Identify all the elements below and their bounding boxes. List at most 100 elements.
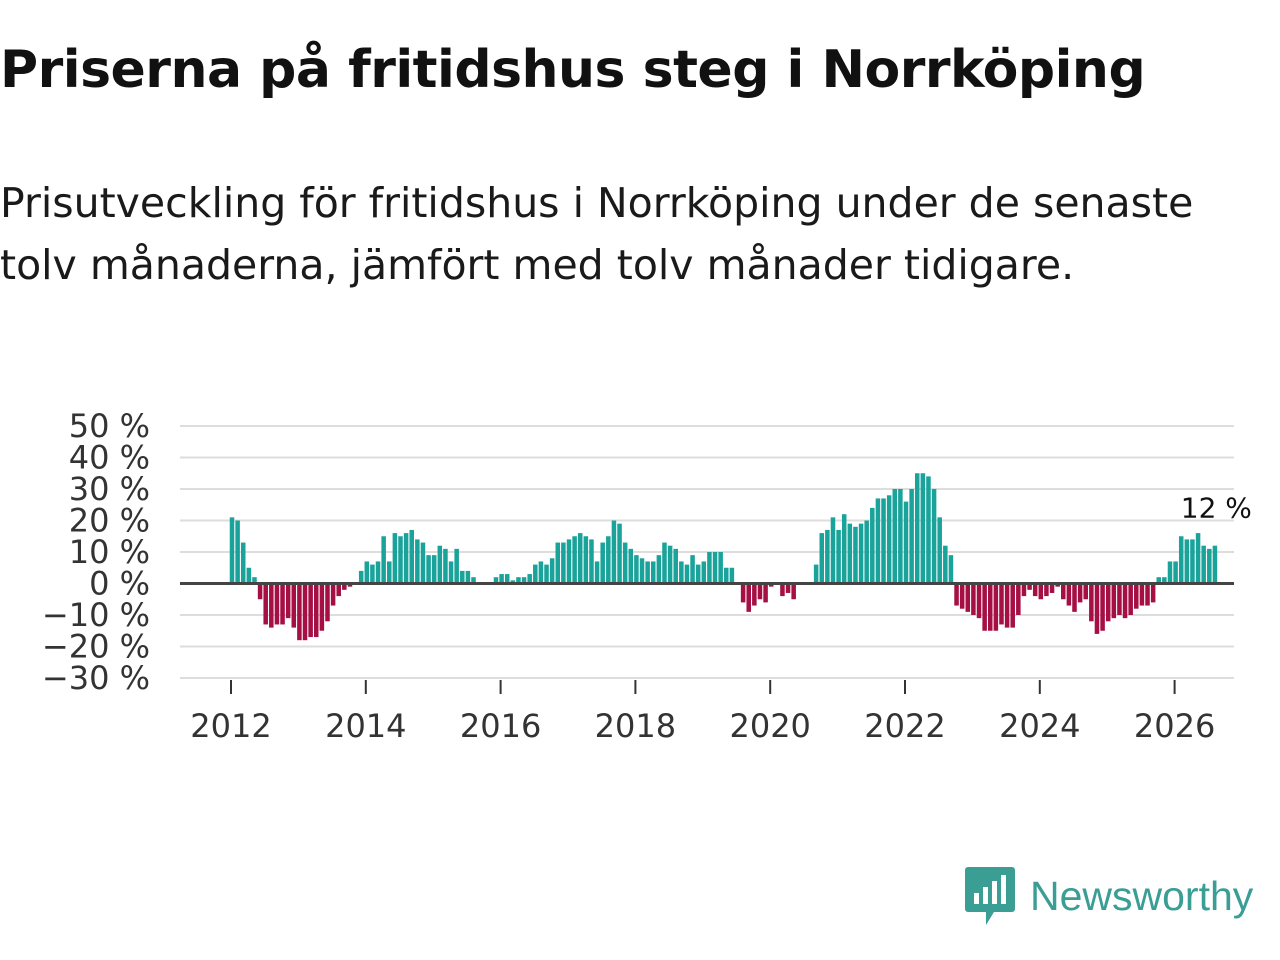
brand-logo[interactable]: Newsworthy	[964, 864, 1253, 928]
bar	[1010, 583, 1015, 628]
bar	[1016, 583, 1021, 615]
bar	[1167, 561, 1173, 584]
bar	[1190, 539, 1195, 584]
bar	[813, 564, 819, 584]
bar	[791, 583, 796, 600]
bar	[342, 583, 347, 590]
bar	[667, 545, 673, 584]
bar	[313, 583, 319, 638]
bar	[302, 583, 308, 641]
bar	[673, 548, 678, 584]
y-tick-label: 0 %	[89, 565, 150, 603]
bar	[1105, 583, 1111, 622]
bar	[291, 583, 297, 628]
bar	[639, 558, 645, 584]
bar	[358, 570, 364, 584]
bar	[252, 577, 257, 584]
bar	[836, 529, 841, 584]
bar	[740, 583, 746, 603]
bar	[493, 577, 499, 584]
bar	[993, 583, 999, 631]
bar	[954, 583, 959, 606]
x-tick-label: 2014	[325, 707, 406, 745]
gridlines	[180, 425, 1234, 679]
bar	[319, 583, 325, 631]
bar	[729, 567, 735, 584]
bar	[370, 564, 375, 584]
bar	[533, 564, 538, 584]
bar	[426, 555, 431, 584]
bar	[780, 583, 785, 597]
bar	[892, 489, 898, 584]
bar	[606, 536, 611, 584]
y-axis-labels: 50 %40 %30 %20 %10 %0 %−10 %−20 %−30 %	[42, 407, 150, 697]
bar	[701, 561, 707, 584]
x-axis-labels: 2012 2014 2016 2018 2020 2022 2024 2026	[190, 707, 1215, 745]
bar	[235, 520, 240, 584]
newsworthy-logo-icon	[965, 867, 1015, 925]
bar	[420, 542, 426, 584]
y-tick-label: −20 %	[42, 628, 150, 666]
bar	[577, 533, 583, 584]
bar	[409, 529, 414, 584]
bar	[1044, 583, 1049, 597]
bar	[718, 552, 723, 584]
bar	[504, 574, 510, 584]
y-tick-label: 40 %	[69, 439, 150, 477]
bar	[746, 583, 751, 612]
bar	[274, 583, 280, 625]
bar	[763, 583, 768, 603]
bar	[594, 561, 600, 584]
bar	[1038, 583, 1044, 600]
bar	[460, 570, 465, 584]
bar	[752, 583, 757, 606]
bar	[1083, 583, 1088, 600]
y-tick-label: −10 %	[42, 596, 150, 634]
bar	[976, 583, 982, 619]
bar	[926, 476, 931, 584]
bar	[628, 548, 634, 584]
bar	[544, 564, 549, 584]
bar	[679, 561, 684, 584]
bar	[695, 564, 701, 584]
bar	[549, 558, 555, 584]
bar	[948, 555, 954, 584]
bar	[611, 520, 617, 584]
bar	[903, 501, 909, 584]
bar	[583, 536, 589, 584]
bar	[1055, 583, 1060, 587]
bar	[645, 561, 650, 584]
bar	[1061, 583, 1066, 600]
bar	[437, 545, 443, 584]
bar	[881, 498, 886, 584]
bar	[308, 583, 313, 638]
bar	[1049, 583, 1055, 593]
bar	[1145, 583, 1150, 606]
bar	[516, 577, 521, 584]
bar	[847, 523, 853, 584]
bar	[375, 561, 381, 584]
bar	[870, 507, 875, 584]
bar	[566, 539, 572, 584]
bar	[841, 514, 847, 584]
bar	[886, 495, 892, 584]
bar	[392, 533, 398, 584]
bar	[898, 489, 903, 584]
bar	[982, 583, 987, 631]
bar	[454, 548, 459, 584]
bar	[937, 517, 942, 584]
bar	[1117, 583, 1122, 615]
bar	[443, 548, 448, 584]
bar	[1195, 533, 1201, 584]
bar	[1184, 539, 1190, 584]
bar	[465, 570, 471, 584]
bar	[858, 523, 864, 584]
bar	[864, 520, 869, 584]
bar	[269, 583, 274, 628]
bar	[830, 517, 836, 584]
bar	[1207, 548, 1212, 584]
bar	[622, 542, 628, 584]
y-tick-label: 50 %	[69, 407, 150, 445]
bar	[398, 536, 403, 584]
bar	[707, 552, 712, 584]
